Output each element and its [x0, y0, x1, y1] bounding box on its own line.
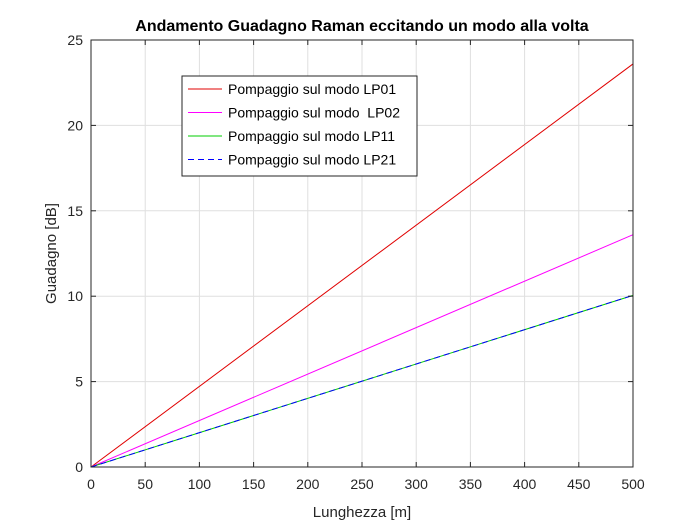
- x-axis-label: Lunghezza [m]: [313, 504, 411, 521]
- x-tick-label: 200: [296, 476, 320, 492]
- x-tick-label: 350: [459, 476, 483, 492]
- y-axis-ticks: 0 5 10 15 20 25: [67, 32, 633, 475]
- x-tick-label: 300: [405, 476, 429, 492]
- legend-label: Pompaggio sul modo LP01: [228, 81, 396, 97]
- x-tick-label: 50: [137, 476, 153, 492]
- legend-label: Pompaggio sul modo LP02: [228, 105, 400, 121]
- chart-title: Andamento Guadagno Raman eccitando un mo…: [135, 18, 588, 35]
- y-tick-label: 5: [75, 374, 83, 390]
- legend: Pompaggio sul modo LP01 Pompaggio sul mod…: [181, 75, 418, 177]
- x-tick-label: 100: [188, 476, 212, 492]
- y-tick-label: 0: [75, 459, 83, 475]
- series-line-pompaggio-sul-modo-lp01: [90, 63, 634, 468]
- x-tick-label: 250: [350, 476, 374, 492]
- y-tick-label: 25: [67, 32, 83, 48]
- x-tick-label: 400: [513, 476, 537, 492]
- x-tick-label: 0: [87, 476, 95, 492]
- y-axis-label: Guadagno [dB]: [43, 203, 60, 304]
- y-tick-label: 10: [67, 288, 83, 304]
- series-line-pompaggio-sul-modo-lp02: [90, 234, 634, 468]
- x-tick-label: 150: [242, 476, 266, 492]
- y-tick-label: 15: [67, 203, 83, 219]
- legend-label: Pompaggio sul modo LP11: [228, 128, 395, 144]
- y-tick-label: 20: [67, 117, 83, 133]
- series-line-pompaggio-sul-modo-lp21: [90, 294, 634, 468]
- x-tick-label: 500: [621, 476, 645, 492]
- x-axis-ticks: 0 50 100 150 200 250 300 350 400 450 500: [87, 40, 645, 492]
- series-lines: [90, 63, 634, 468]
- legend-label: Pompaggio sul modo LP21: [228, 152, 396, 168]
- x-tick-label: 450: [567, 476, 591, 492]
